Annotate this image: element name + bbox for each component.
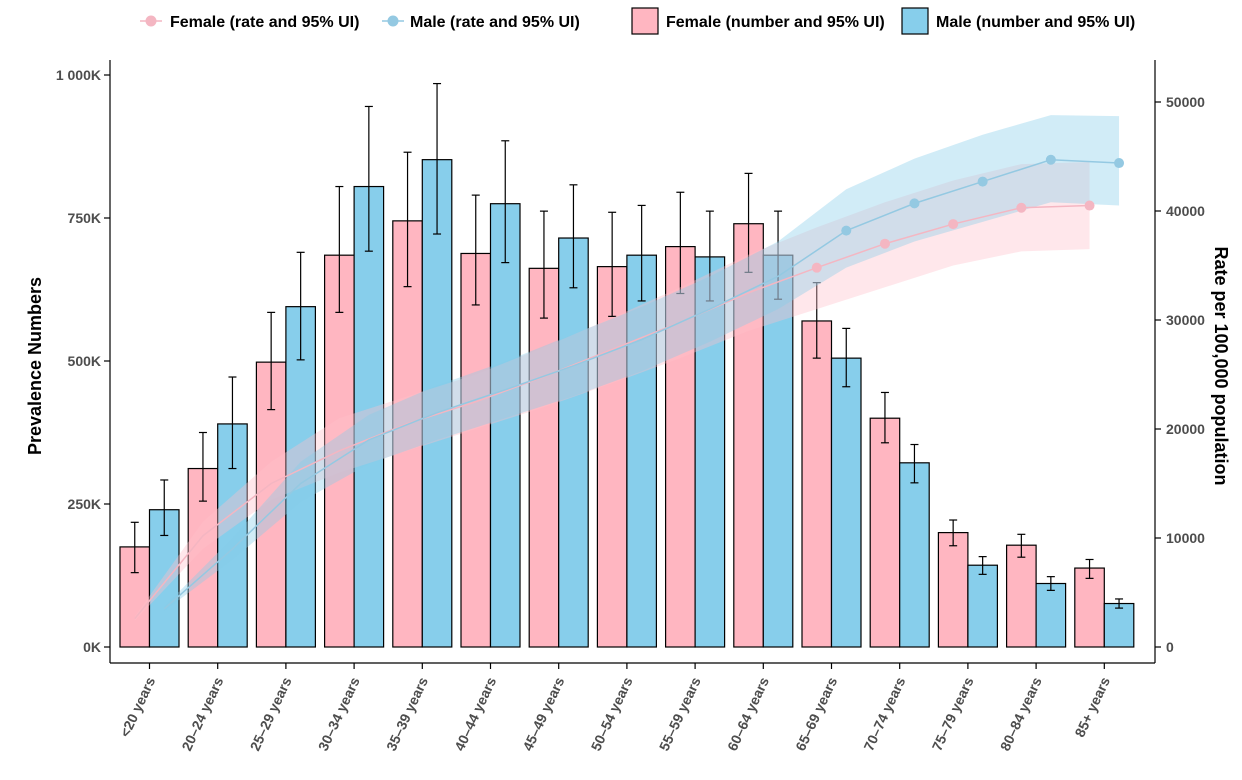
x-tick-label: 70–74 years [860, 674, 908, 753]
x-tick-label: 20–24 years [178, 674, 226, 753]
x-tick-label: 60–64 years [724, 674, 772, 753]
bar-male-number [967, 564, 999, 648]
x-tick-label: 30–34 years [315, 674, 363, 753]
x-tick-label: 40–44 years [451, 674, 499, 753]
bar-male-number [489, 203, 521, 648]
y2-tick-label: 10000 [1166, 530, 1205, 546]
x-axis: <20 years 20–24 years 25–29 years 30–34 yea… [110, 662, 1155, 753]
x-tick-label: <20 years [117, 674, 159, 739]
x-tick-label: 35–39 years [383, 674, 431, 753]
bar-female-number [596, 266, 628, 648]
bar-male-number [1035, 582, 1067, 648]
point-female-rate [879, 238, 890, 249]
bar-male-number [558, 237, 589, 648]
bar-female-number [1005, 544, 1037, 648]
band-female-rate-ui [134, 161, 1090, 621]
legend-male-rate-marker [387, 15, 399, 27]
point-male-rate [841, 225, 852, 236]
bar-female-number [937, 531, 969, 648]
line-male-rate [163, 159, 1120, 610]
point-female-rate [948, 219, 959, 230]
legend-female-number-label: Female (number and 95% UI) [666, 14, 885, 31]
x-tick-label: 80–84 years [997, 674, 1045, 753]
errorbar-layer [130, 82, 1124, 609]
bar-female-number [801, 320, 833, 648]
x-tick-label: 50–54 years [588, 674, 636, 753]
rate-line-layer [134, 154, 1125, 620]
y2-tick-label: 40000 [1166, 203, 1205, 219]
point-female-rate [811, 262, 822, 273]
bar-layer [119, 159, 1135, 648]
legend-male-number-swatch [901, 7, 929, 35]
x-tick-label: 45–49 years [519, 674, 567, 753]
x-tick-label: 65–69 years [792, 674, 840, 753]
bar-male-number [899, 462, 930, 648]
bar-female-number [664, 246, 696, 648]
y2-tick-label: 30000 [1166, 312, 1205, 328]
x-tick-label: 75–79 years [929, 674, 977, 753]
legend-female-rate-label: Female (rate and 95% UI) [170, 14, 359, 31]
legend: Female (rate and 95% UI) Male (rate and … [140, 7, 1135, 35]
legend-female-number-swatch [631, 7, 659, 35]
bar-male-number [1103, 602, 1135, 648]
y-tick-label: 750K [68, 210, 101, 226]
y2-tick-label: 0 [1166, 639, 1174, 655]
bar-female-number [1074, 567, 1105, 648]
y2-tick-label: 20000 [1166, 421, 1205, 437]
y-tick-label: 500K [68, 353, 101, 369]
bar-female-number [528, 267, 560, 648]
bar-female-number [869, 417, 901, 648]
point-male-rate [909, 198, 920, 209]
x-tick-label: 85+ years [1071, 674, 1113, 739]
bar-male-number [353, 185, 385, 648]
point-male-rate [1045, 154, 1056, 165]
ui-band-layer [134, 115, 1120, 621]
y-axis-right-title: Rate per 100,000 population [1211, 246, 1231, 485]
y2-tick-label: 50000 [1166, 94, 1205, 110]
point-female-rate [1016, 202, 1027, 213]
bar-female-number [460, 252, 492, 648]
bar-male-number [762, 254, 794, 648]
legend-female-rate-marker [145, 15, 157, 27]
legend-male-number-label: Male (number and 95% UI) [936, 14, 1135, 31]
y-tick-label: 250K [68, 496, 101, 512]
x-tick-label: 55–59 years [656, 674, 704, 753]
point-male-rate [1114, 158, 1125, 169]
bar-male-number [694, 256, 726, 648]
band-male-rate-ui [164, 115, 1120, 612]
bar-male-number [626, 254, 658, 648]
legend-male-rate-label: Male (rate and 95% UI) [410, 14, 580, 31]
line-female-rate [134, 204, 1090, 620]
plot-area [119, 82, 1135, 648]
point-male-rate [977, 176, 988, 187]
y-axis-left-title: Prevalence Numbers [25, 277, 45, 455]
point-female-rate [1084, 200, 1095, 211]
y-axis-right: 0 10000 20000 30000 40000 50000 [1154, 60, 1205, 663]
y-tick-label: 0K [83, 639, 101, 655]
bar-male-number [421, 159, 453, 648]
bar-male-number [830, 357, 862, 648]
y-tick-label: 1 000K [56, 67, 101, 83]
y-axis-left: 0K 250K 500K 750K 1 000K [56, 60, 111, 663]
x-tick-label: 25–29 years [247, 674, 295, 753]
